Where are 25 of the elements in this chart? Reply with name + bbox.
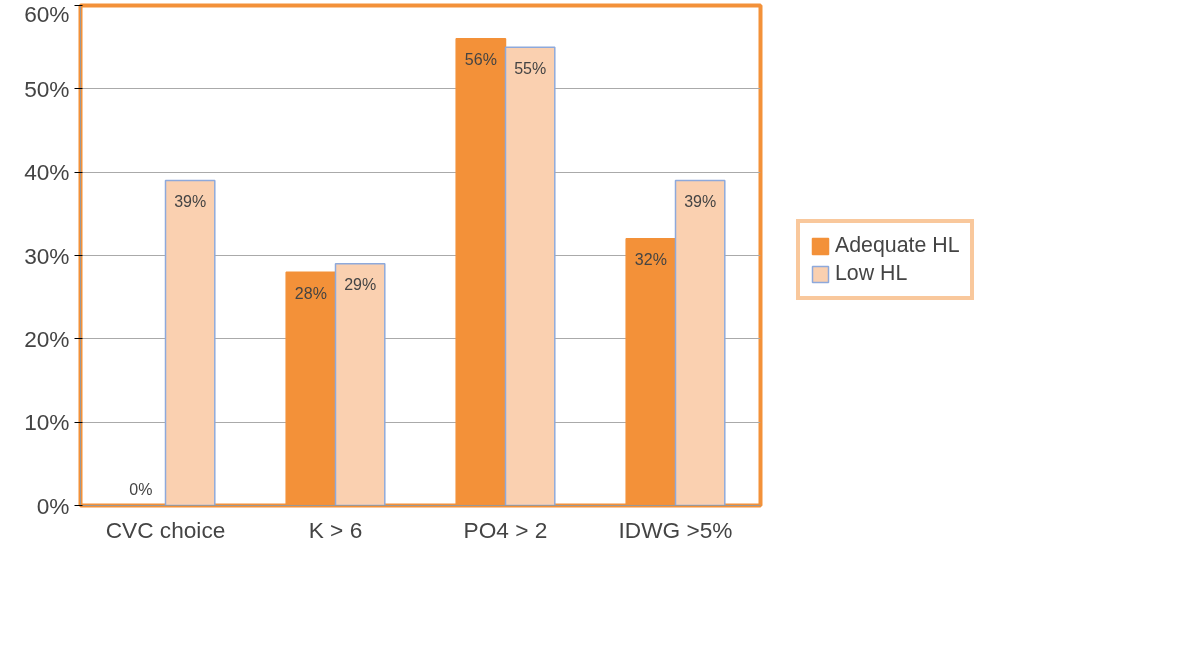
bar bbox=[504, 46, 556, 506]
data-label: 28% bbox=[294, 284, 327, 302]
x-tick-label: PO4 > 2 bbox=[463, 516, 548, 543]
data-label: 29% bbox=[344, 276, 377, 294]
y-tick-label: 50% bbox=[24, 75, 70, 102]
bar bbox=[674, 179, 726, 506]
x-tick-label: IDWG >5% bbox=[618, 516, 733, 543]
y-tick-label: 60% bbox=[24, 0, 70, 27]
legend-label: Low HL bbox=[835, 261, 908, 286]
data-label: 55% bbox=[514, 59, 547, 77]
bar bbox=[334, 263, 386, 506]
y-tick-label: 10% bbox=[24, 409, 70, 436]
bar bbox=[164, 179, 216, 506]
y-tick-label: 30% bbox=[24, 242, 70, 269]
y-tick-label: 40% bbox=[24, 159, 70, 186]
legend-label: Adequate HL bbox=[835, 233, 960, 258]
y-tick-label: 20% bbox=[24, 325, 70, 352]
data-label: 56% bbox=[464, 51, 497, 69]
data-label: 0% bbox=[129, 480, 153, 498]
x-tick-label: CVC choice bbox=[105, 516, 226, 543]
x-tick-label: K > 6 bbox=[308, 516, 363, 543]
data-label: 39% bbox=[684, 193, 717, 210]
y-tick-label: 0% bbox=[36, 492, 70, 519]
data-label: 39% bbox=[174, 193, 207, 210]
data-label: 32% bbox=[634, 251, 667, 269]
